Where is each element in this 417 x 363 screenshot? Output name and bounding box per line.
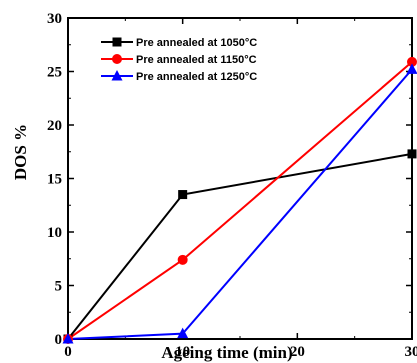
- y-tick-label: 0: [55, 332, 63, 348]
- plot-frame: [68, 18, 412, 339]
- legend-marker: [112, 54, 122, 64]
- data-point-series-1: [408, 149, 417, 158]
- legend-marker: [113, 38, 122, 47]
- y-tick-label: 10: [47, 225, 62, 241]
- y-axis-title: DOS %: [11, 124, 30, 180]
- legend-label: Pre annealed at 1150°C: [136, 54, 257, 66]
- y-tick-label: 15: [47, 172, 62, 188]
- x-tick-label: 30: [405, 344, 417, 360]
- data-point-series-1: [178, 190, 187, 199]
- legend-label: Pre annealed at 1050°C: [136, 37, 257, 49]
- y-tick-label: 30: [47, 11, 62, 27]
- legend: Pre annealed at 1050°C Pre annealed at 11…: [101, 37, 257, 83]
- y-tick-label: 20: [47, 118, 62, 134]
- x-tick-label: 0: [64, 344, 72, 360]
- y-tick-label: 25: [47, 65, 62, 81]
- legend-label: Pre annealed at 1250°C: [136, 71, 257, 83]
- series-line-3: [68, 69, 412, 339]
- y-tick-label: 5: [55, 279, 63, 295]
- data-point-series-2: [178, 255, 188, 265]
- series-line-1: [68, 154, 412, 339]
- series-line-2: [68, 62, 412, 339]
- series-layer: [63, 57, 417, 344]
- x-axis-title: Ageing time (min): [161, 343, 292, 362]
